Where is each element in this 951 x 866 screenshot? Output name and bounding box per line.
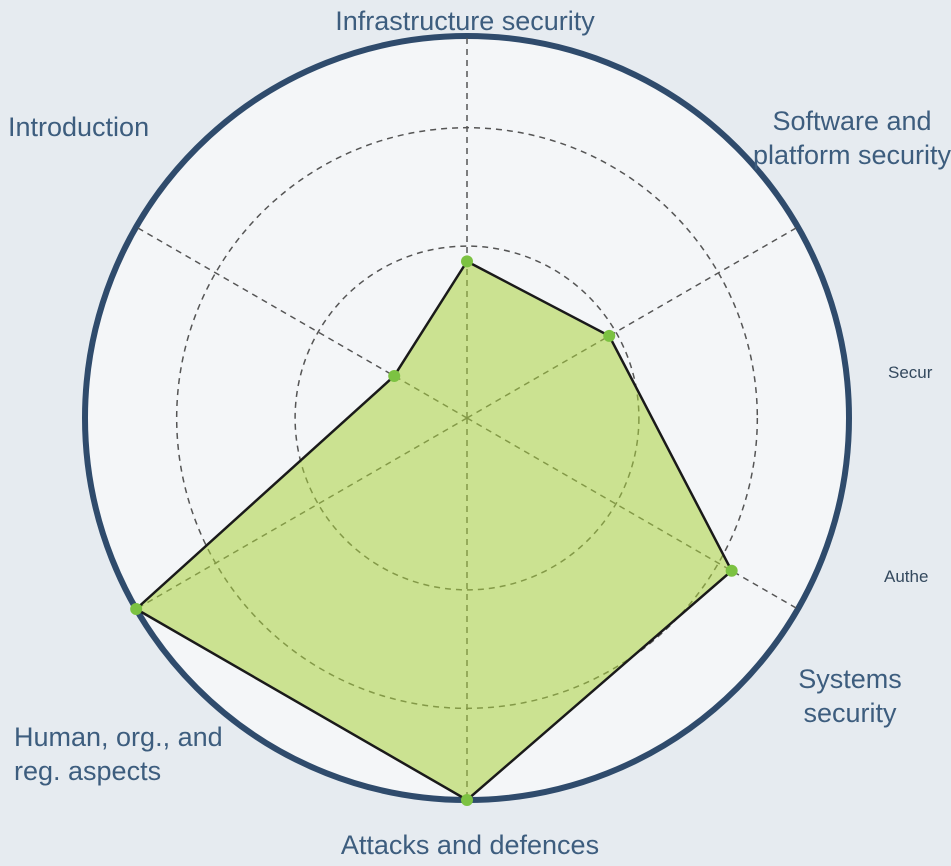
axis-label: Systems security <box>798 664 902 728</box>
radar-point <box>461 255 473 268</box>
radar-point <box>130 603 143 615</box>
axis-label: Attacks and defences <box>340 830 600 860</box>
radar-point <box>603 329 616 342</box>
axis-label: Human, org., and reg. aspects <box>14 722 223 786</box>
cropped-text: Secur <box>888 363 933 382</box>
cropped-text: Authe <box>884 567 929 586</box>
spoke <box>466 226 799 419</box>
axis-label: Software and platform security <box>752 106 951 170</box>
radar-point <box>461 794 473 806</box>
spoke <box>135 226 468 419</box>
radar-point <box>388 369 401 382</box>
axis-label: Introduction <box>8 112 150 142</box>
axis-label: Infrastructure security <box>335 6 595 36</box>
radar-point <box>725 564 738 577</box>
